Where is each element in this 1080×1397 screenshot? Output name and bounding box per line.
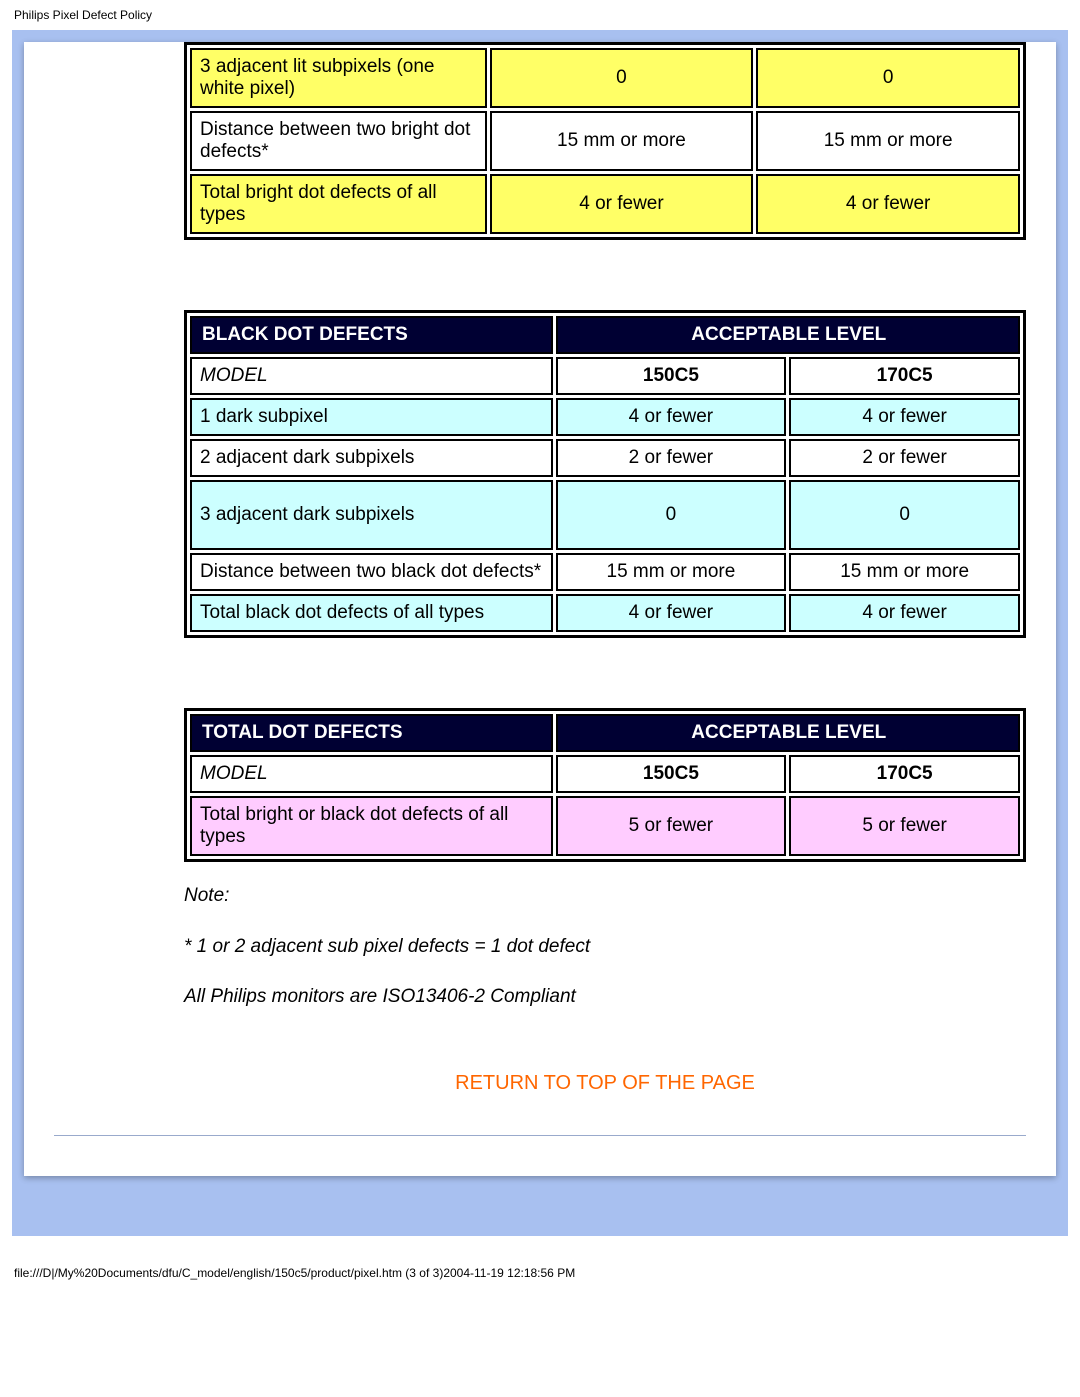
bright-dot-table-partial: 3 adjacent lit subpixels (one white pixe… [184,42,1026,240]
total-model-c2: 170C5 [789,755,1020,793]
black-model-label: MODEL [190,357,553,395]
black-label: Distance between two black dot defects* [190,553,553,591]
bright-label: 3 adjacent lit subpixels (one white pixe… [190,48,487,108]
black-c2: 4 or fewer [789,398,1020,436]
note-heading: Note: [184,882,1026,911]
black-row: Total black dot defects of all types4 or… [190,594,1020,632]
black-c2: 2 or fewer [789,439,1020,477]
black-dot-table: BLACK DOT DEFECTS ACCEPTABLE LEVEL MODEL… [184,310,1026,638]
black-row: Distance between two black dot defects*1… [190,553,1020,591]
black-c1: 2 or fewer [556,439,787,477]
footer-file-path: file:///D|/My%20Documents/dfu/C_model/en… [0,1236,1080,1290]
black-c2: 15 mm or more [789,553,1020,591]
black-label: 2 adjacent dark subpixels [190,439,553,477]
total-row: Total bright or black dot defects of all… [190,796,1020,856]
bright-c2: 15 mm or more [756,111,1020,171]
black-header-right: ACCEPTABLE LEVEL [556,316,1020,354]
black-label: Total black dot defects of all types [190,594,553,632]
black-row: 3 adjacent dark subpixels00 [190,480,1020,550]
bright-label: Total bright dot defects of all types [190,174,487,234]
outer-frame: 3 adjacent lit subpixels (one white pixe… [12,30,1068,1236]
total-label: Total bright or black dot defects of all… [190,796,553,856]
black-model-c2: 170C5 [789,357,1020,395]
note-line-1: * 1 or 2 adjacent sub pixel defects = 1 … [184,933,1026,962]
bright-c1: 0 [490,48,754,108]
bright-c1: 15 mm or more [490,111,754,171]
bright-c2: 0 [756,48,1020,108]
black-c1: 15 mm or more [556,553,787,591]
black-model-c1: 150C5 [556,357,787,395]
black-label: 1 dark subpixel [190,398,553,436]
return-to-top-link[interactable]: RETURN TO TOP OF THE PAGE [455,1072,755,1094]
black-header-left: BLACK DOT DEFECTS [190,316,553,354]
black-c1: 4 or fewer [556,398,787,436]
total-dot-table: TOTAL DOT DEFECTS ACCEPTABLE LEVEL MODEL… [184,708,1026,862]
black-c2: 0 [789,480,1020,550]
notes-block: Note: * 1 or 2 adjacent sub pixel defect… [184,882,1026,1012]
total-header-right: ACCEPTABLE LEVEL [556,714,1020,752]
bright-row: Distance between two bright dot defects*… [190,111,1020,171]
content-area: 3 adjacent lit subpixels (one white pixe… [24,42,1056,1095]
total-header-left: TOTAL DOT DEFECTS [190,714,553,752]
black-c1: 4 or fewer [556,594,787,632]
bright-c1: 4 or fewer [490,174,754,234]
black-c2: 4 or fewer [789,594,1020,632]
bright-label: Distance between two bright dot defects* [190,111,487,171]
total-c1: 5 or fewer [556,796,787,856]
page-header-title: Philips Pixel Defect Policy [0,0,1080,30]
black-row: 1 dark subpixel4 or fewer4 or fewer [190,398,1020,436]
note-line-2: All Philips monitors are ISO13406-2 Comp… [184,983,1026,1012]
total-model-label: MODEL [190,755,553,793]
bright-row: 3 adjacent lit subpixels (one white pixe… [190,48,1020,108]
total-c2: 5 or fewer [789,796,1020,856]
bright-c2: 4 or fewer [756,174,1020,234]
black-c1: 0 [556,480,787,550]
total-model-c1: 150C5 [556,755,787,793]
black-row: 2 adjacent dark subpixels2 or fewer2 or … [190,439,1020,477]
bright-row: Total bright dot defects of all types4 o… [190,174,1020,234]
page-sheet: 3 adjacent lit subpixels (one white pixe… [24,42,1056,1176]
return-link-wrap: RETURN TO TOP OF THE PAGE [184,1072,1026,1095]
horizontal-rule [54,1135,1026,1136]
black-label: 3 adjacent dark subpixels [190,480,553,550]
